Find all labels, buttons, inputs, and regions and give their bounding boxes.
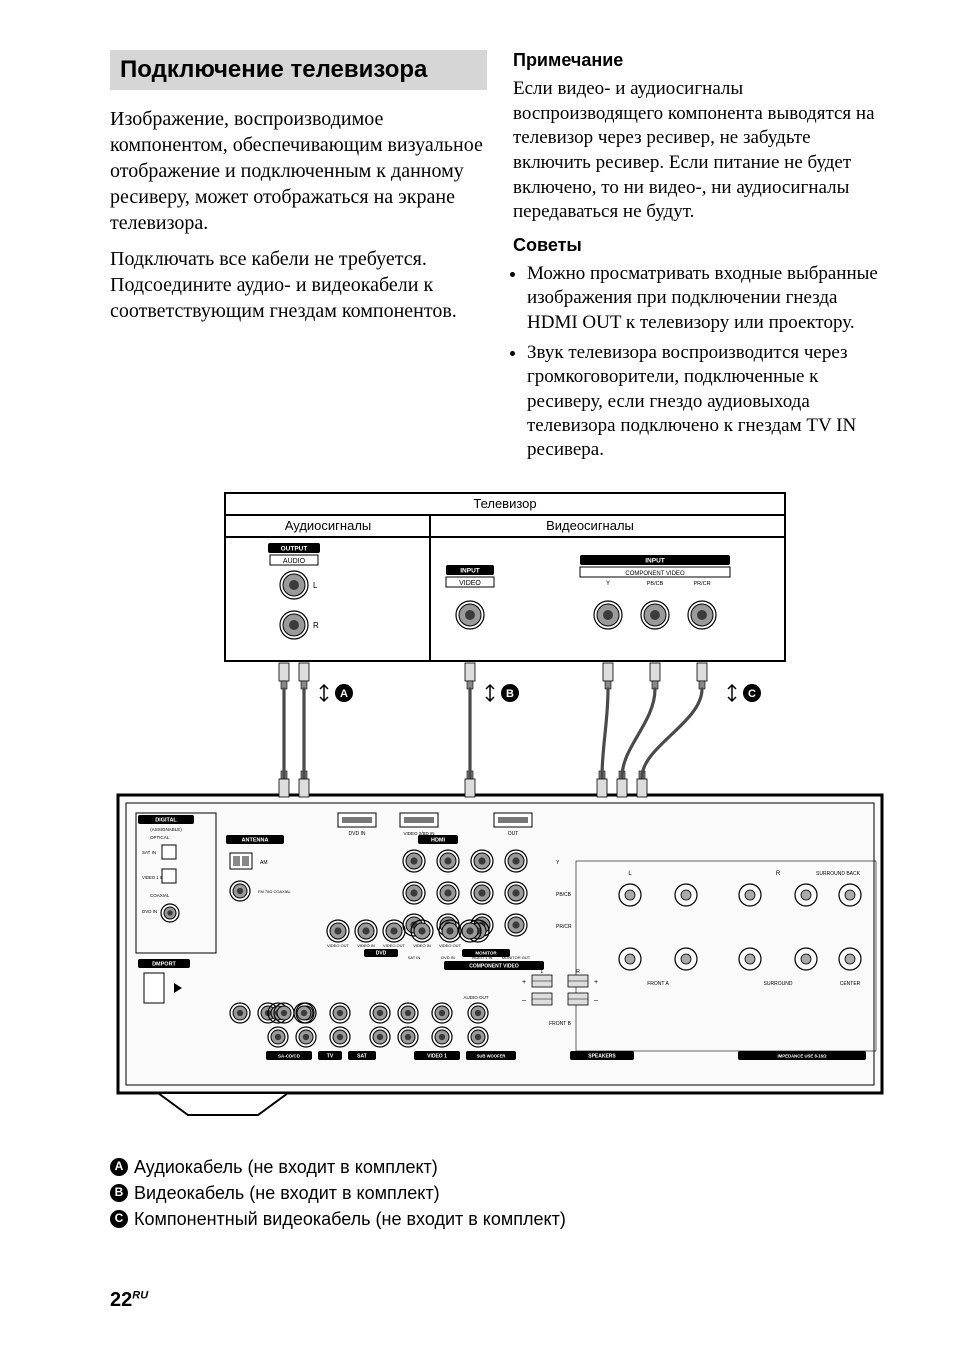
svg-text:B: B	[506, 688, 514, 700]
svg-text:OUT: OUT	[508, 831, 519, 837]
para-1: Изображение, воспроизводимое компонентом…	[110, 106, 487, 236]
legend-c: C Компонентный видеокабель (не входит в …	[110, 1206, 890, 1232]
svg-text:ANTENNA: ANTENNA	[242, 837, 269, 843]
svg-text:VIDEO: VIDEO	[459, 580, 481, 587]
page-number: 22RU	[110, 1289, 148, 1312]
svg-text:MONITOR: MONITOR	[475, 950, 497, 955]
svg-text:COMPONENT VIDEO: COMPONENT VIDEO	[625, 571, 685, 577]
svg-text:VIDEO OUT: VIDEO OUT	[383, 943, 406, 948]
svg-text:Телевизор: Телевизор	[473, 496, 536, 511]
badge-b-icon: B	[110, 1184, 128, 1202]
svg-text:INPUT: INPUT	[460, 567, 480, 574]
svg-text:INPUT: INPUT	[645, 557, 665, 564]
section-title: Подключение телевизора	[110, 50, 487, 90]
svg-text:SAT IN: SAT IN	[142, 850, 156, 855]
svg-text:R: R	[313, 621, 319, 630]
badge-c-icon: C	[110, 1210, 128, 1228]
svg-text:+: +	[594, 979, 598, 986]
page-number-value: 22	[110, 1289, 132, 1311]
legend-b: B Видеокабель (не входит в комплект)	[110, 1180, 890, 1206]
svg-text:L: L	[541, 969, 544, 975]
tips-heading: Советы	[513, 235, 890, 256]
svg-text:COMPONENT VIDEO: COMPONENT VIDEO	[469, 963, 519, 969]
svg-text:–: –	[522, 997, 526, 1004]
svg-text:SUB WOOFER: SUB WOOFER	[477, 1053, 506, 1058]
svg-text:SAT IN: SAT IN	[408, 955, 421, 960]
note-text: Если видео- и аудиосигналы воспроизводящ…	[513, 77, 890, 225]
svg-text:FRONT A: FRONT A	[647, 981, 669, 987]
svg-text:L: L	[313, 581, 318, 590]
svg-text:AUDIO: AUDIO	[283, 558, 306, 565]
svg-text:C: C	[748, 688, 756, 700]
note-heading: Примечание	[513, 50, 890, 71]
svg-text:DMPORT: DMPORT	[152, 961, 176, 967]
svg-text:PR/CR: PR/CR	[693, 581, 710, 587]
svg-text:VIDEO OUT: VIDEO OUT	[439, 943, 462, 948]
svg-text:–: –	[594, 997, 598, 1004]
svg-text:FRONT B: FRONT B	[549, 1021, 572, 1027]
svg-text:R: R	[776, 871, 781, 877]
svg-text:+: +	[522, 979, 526, 986]
badge-a-icon: A	[110, 1158, 128, 1176]
svg-text:TV: TV	[327, 1053, 334, 1059]
connection-diagram: Телевизор Аудиосигналы Видеосигналы OUTPUT A…	[110, 487, 890, 1132]
svg-text:OPTICAL: OPTICAL	[150, 835, 170, 840]
svg-text:SPEAKERS: SPEAKERS	[588, 1053, 616, 1059]
right-column: Примечание Если видео- и аудиосигналы во…	[513, 50, 890, 469]
svg-text:CENTER: CENTER	[840, 981, 861, 987]
svg-text:AM: AM	[260, 860, 268, 866]
tip-2: Звук телевизора воспроизводится через гр…	[527, 341, 890, 463]
svg-text:SURROUND: SURROUND	[764, 981, 793, 987]
svg-text:DVD IN: DVD IN	[349, 831, 366, 837]
legend-a: A Аудиокабель (не входит в комплект)	[110, 1154, 890, 1180]
svg-text:Y: Y	[606, 581, 610, 587]
svg-text:VIDEO 1: VIDEO 1	[427, 1053, 447, 1059]
svg-text:VIDEO IN: VIDEO IN	[413, 943, 431, 948]
svg-text:DVD IN: DVD IN	[142, 909, 157, 914]
svg-text:PR/CR: PR/CR	[556, 924, 572, 930]
left-column: Подключение телевизора Изображение, восп…	[110, 50, 487, 469]
svg-text:SA-CD/CD: SA-CD/CD	[278, 1053, 301, 1058]
svg-text:VIDEO 1 IN: VIDEO 1 IN	[142, 875, 164, 880]
svg-text:PB/CB: PB/CB	[556, 892, 572, 898]
svg-text:OUTPUT: OUTPUT	[281, 545, 308, 552]
legend-c-text: Компонентный видеокабель (не входит в ко…	[134, 1206, 566, 1232]
svg-text:AUDIO OUT: AUDIO OUT	[463, 995, 488, 1000]
svg-text:HDMI: HDMI	[431, 837, 446, 843]
legend: A Аудиокабель (не входит в комплект) B В…	[110, 1154, 890, 1232]
svg-text:SAT: SAT	[357, 1053, 367, 1059]
svg-text:DVD: DVD	[376, 950, 387, 956]
svg-text:FM 75Ω COAXIAL: FM 75Ω COAXIAL	[258, 889, 292, 894]
svg-text:IMPEDANCE USE 8-16Ω: IMPEDANCE USE 8-16Ω	[777, 1053, 827, 1058]
legend-a-text: Аудиокабель (не входит в комплект)	[134, 1154, 438, 1180]
svg-text:PB/CB: PB/CB	[647, 581, 664, 587]
page-lang: RU	[132, 1289, 148, 1301]
svg-text:SURROUND BACK: SURROUND BACK	[816, 871, 861, 877]
svg-text:A: A	[340, 688, 348, 700]
svg-text:VIDEO OUT: VIDEO OUT	[327, 943, 350, 948]
svg-text:Аудиосигналы: Аудиосигналы	[285, 518, 372, 533]
svg-text:Видеосигналы: Видеосигналы	[546, 518, 634, 533]
svg-text:COAXIAL: COAXIAL	[150, 893, 170, 898]
svg-text:DIGITAL: DIGITAL	[155, 817, 177, 823]
para-2: Подключать все кабели не требуется. Подс…	[110, 246, 487, 324]
tips-list: Можно просматривать входные выбранные из…	[513, 262, 890, 463]
svg-text:VIDEO 2/BD IN: VIDEO 2/BD IN	[403, 831, 434, 836]
svg-text:(ASSIGNABLE): (ASSIGNABLE)	[150, 827, 182, 832]
svg-text:VIDEO IN: VIDEO IN	[357, 943, 375, 948]
tip-1: Можно просматривать входные выбранные из…	[527, 262, 890, 335]
legend-b-text: Видеокабель (не входит в комплект)	[134, 1180, 440, 1206]
svg-text:DVD IN: DVD IN	[441, 955, 455, 960]
svg-text:R: R	[576, 969, 580, 975]
